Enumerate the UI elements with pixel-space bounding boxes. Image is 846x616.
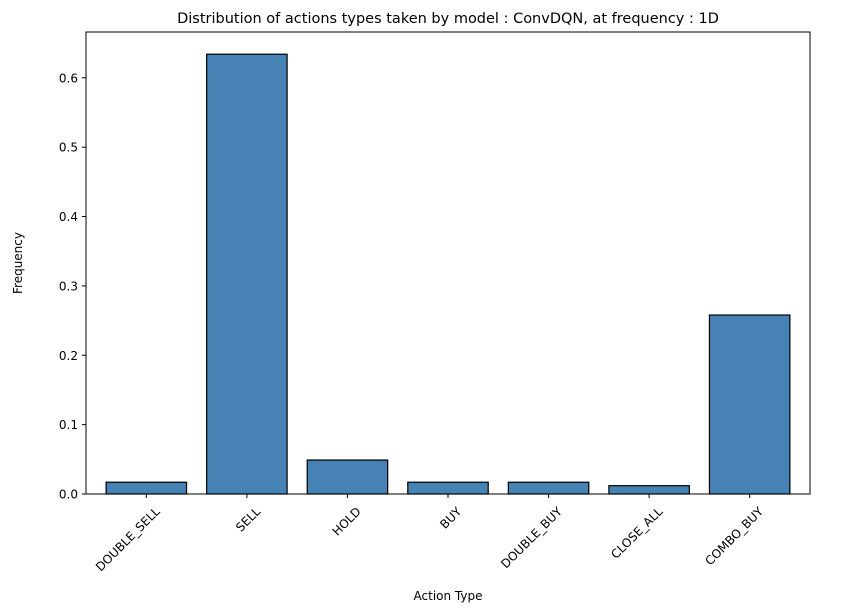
x-tick-label: SELL (233, 504, 263, 534)
x-tick-label: DOUBLE_SELL (93, 504, 163, 574)
bar-close-all (608, 485, 690, 495)
y-tick-label: 0.5 (59, 141, 78, 155)
y-axis: 0.0 0.1 0.2 0.3 0.4 0.5 0.6 (59, 71, 86, 502)
x-axis: DOUBLE_SELL SELL HOLD BUY DOUBLE_BUY CLOSE_AL… (93, 494, 766, 574)
y-tick-label: 0.4 (59, 210, 78, 224)
bar-hold (306, 459, 389, 495)
bars-layer (105, 53, 791, 495)
plot-area-frame (85, 31, 811, 495)
x-tick-label: HOLD (330, 504, 364, 538)
bar-buy (407, 481, 489, 495)
bar-double-buy (507, 481, 590, 495)
x-tick-label: CLOSE_ALL (608, 504, 665, 561)
bar-sell (206, 53, 288, 495)
x-tick-label: COMBO_BUY (702, 504, 766, 568)
chart-title: Distribution of actions types taken by m… (177, 11, 719, 27)
x-tick-label: BUY (437, 504, 465, 532)
y-tick-label: 0.3 (59, 279, 78, 293)
y-tick-label: 0.6 (59, 71, 78, 85)
x-tick-label: DOUBLE_BUY (498, 504, 565, 571)
y-tick-label: 0.0 (59, 488, 78, 502)
y-axis-label: Frequency (11, 232, 25, 294)
y-tick-label: 0.2 (59, 349, 78, 363)
bar-double-sell (105, 481, 188, 495)
y-tick-label: 0.1 (59, 418, 78, 432)
bar-combo-buy (708, 314, 791, 495)
x-axis-label: Action Type (414, 589, 483, 603)
